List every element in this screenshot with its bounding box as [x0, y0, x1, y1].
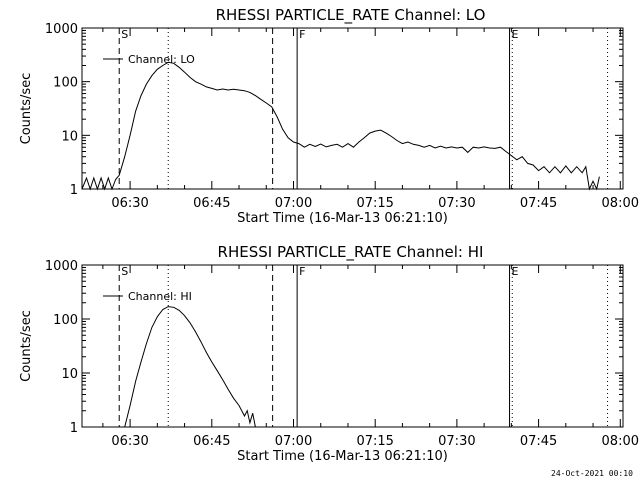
event-marker-label: S: [121, 28, 128, 41]
y-axis: 1 10 100 1000: [45, 22, 623, 198]
y-axis: 1 10 100 1000: [45, 259, 623, 436]
legend-label: Channel: HI: [128, 290, 192, 303]
y-tick-label: 100: [53, 313, 78, 328]
x-tick-label: 06:45: [193, 434, 230, 449]
y-tick-label: 10: [61, 367, 78, 382]
x-tick-label: 07:30: [438, 196, 475, 211]
y-axis-label: Counts/sec: [19, 310, 34, 382]
y-tick-label: 1: [70, 183, 78, 198]
legend-label: Channel: LO: [128, 53, 195, 66]
x-tick-label: 06:45: [193, 196, 230, 211]
series-line: [81, 61, 600, 191]
series-line: [124, 306, 256, 428]
x-tick-label: 08:00: [602, 434, 639, 449]
chart-title: RHESSI PARTICLE_RATE Channel: LO: [216, 6, 486, 25]
y-tick-label: 1000: [45, 22, 78, 37]
generation-timestamp: 24-Oct-2021 00:10: [551, 469, 633, 478]
event-marker-label: F: [299, 265, 305, 278]
x-tick-label: 07:00: [275, 196, 312, 211]
y-tick-label: 10: [61, 129, 78, 144]
y-tick-label: 100: [53, 76, 78, 91]
y-tick-label: 1000: [45, 259, 78, 274]
x-tick-label: 07:30: [438, 434, 475, 449]
event-marker-label: E: [512, 28, 519, 41]
x-axis: 06:30 06:45 07:00 07:15 07:30 07:45 08:00: [102, 265, 639, 449]
y-axis-label: Counts/sec: [19, 73, 34, 145]
chart-panel-2: RHESSI PARTICLE_RATE Channel: HI 1 10 100 10…: [19, 243, 639, 464]
event-marker-label: F: [299, 28, 305, 41]
plot-frame: [81, 264, 624, 428]
y-tick-label: 1: [70, 421, 78, 436]
event-marker-label: S: [121, 265, 128, 278]
plot-frame: [81, 27, 624, 190]
x-tick-label: 08:00: [602, 196, 639, 211]
chart-panel-1: RHESSI PARTICLE_RATE Channel: LO 1 10 100 10…: [19, 6, 639, 226]
x-tick-label: 07:45: [520, 196, 557, 211]
x-tick-label: 06:30: [111, 196, 148, 211]
x-axis-label: Start Time (16-Mar-13 06:21:10): [237, 211, 448, 226]
x-axis: 06:30 06:45 07:00 07:15 07:30 07:45 08:00: [102, 28, 639, 211]
event-marker-label: E: [512, 265, 519, 278]
x-tick-label: 07:15: [356, 196, 393, 211]
x-tick-label: 07:15: [356, 434, 393, 449]
x-tick-label: 07:45: [520, 434, 557, 449]
chart-title: RHESSI PARTICLE_RATE Channel: HI: [218, 243, 484, 262]
legend: Channel: HI: [103, 290, 192, 303]
legend: Channel: LO: [103, 53, 195, 66]
x-axis-label: Start Time (16-Mar-13 06:21:10): [237, 449, 448, 464]
x-tick-label: 07:00: [275, 434, 312, 449]
x-tick-label: 06:30: [111, 434, 148, 449]
